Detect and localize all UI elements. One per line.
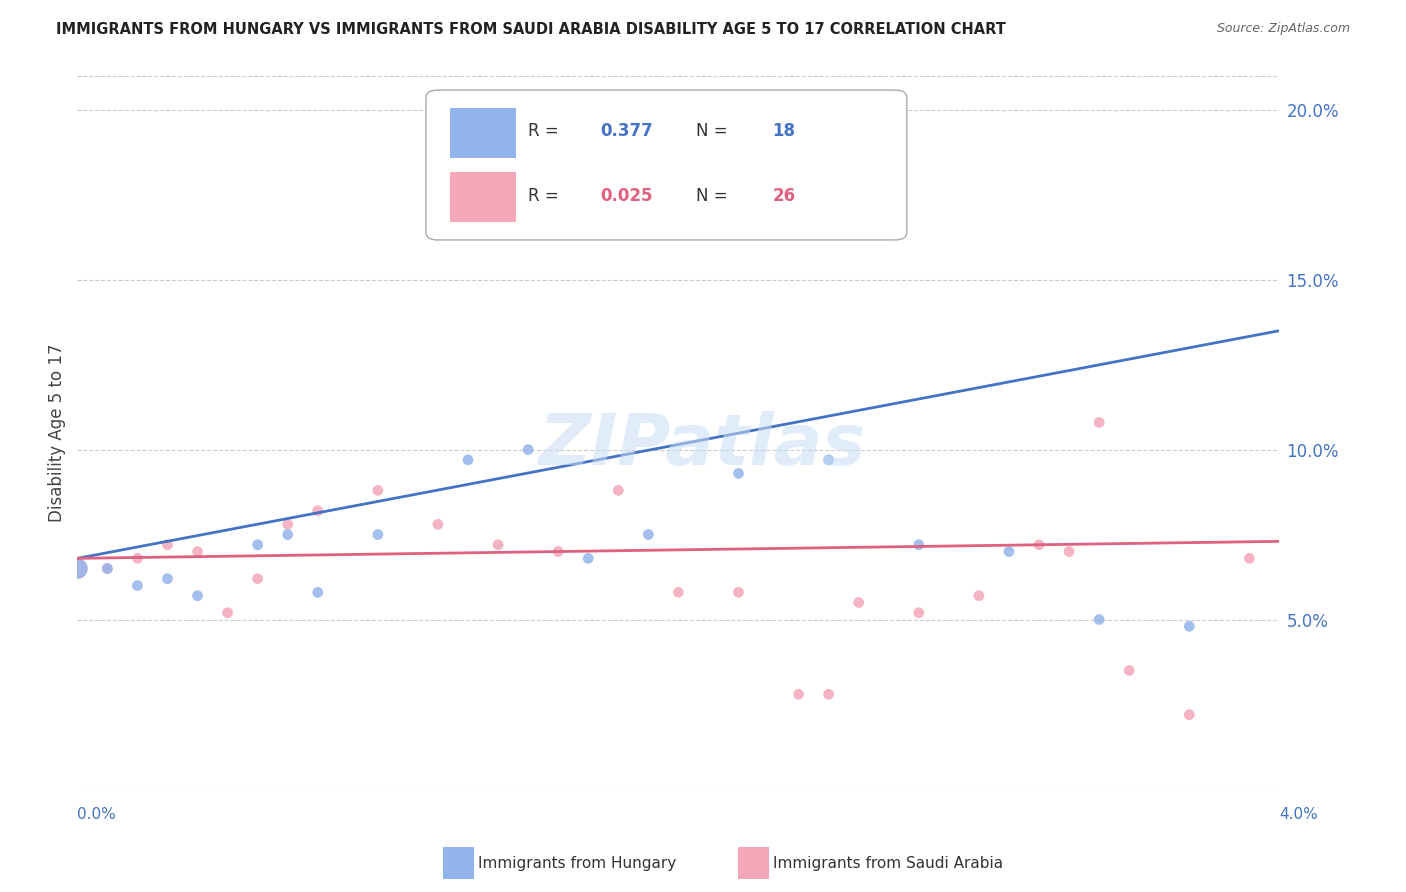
- Text: 0.0%: 0.0%: [77, 807, 117, 822]
- Point: [277, 517, 299, 532]
- Text: N =: N =: [696, 186, 734, 204]
- Point: [727, 585, 749, 599]
- Point: [1088, 613, 1111, 627]
- FancyBboxPatch shape: [426, 90, 907, 240]
- Point: [547, 544, 569, 558]
- Point: [156, 538, 179, 552]
- Point: [156, 572, 179, 586]
- Point: [427, 517, 450, 532]
- Point: [367, 483, 389, 498]
- Text: R =: R =: [529, 122, 564, 140]
- Text: 0.025: 0.025: [600, 186, 652, 204]
- Point: [486, 538, 509, 552]
- Point: [127, 551, 149, 566]
- Point: [246, 538, 269, 552]
- Point: [96, 561, 118, 575]
- Point: [637, 527, 659, 541]
- Text: Immigrants from Saudi Arabia: Immigrants from Saudi Arabia: [773, 856, 1004, 871]
- Point: [576, 551, 599, 566]
- Point: [307, 504, 329, 518]
- Point: [66, 561, 89, 575]
- FancyBboxPatch shape: [450, 172, 516, 222]
- Point: [1057, 544, 1080, 558]
- FancyBboxPatch shape: [450, 108, 516, 158]
- Point: [668, 585, 690, 599]
- Point: [727, 467, 749, 481]
- Text: R =: R =: [529, 186, 564, 204]
- Text: N =: N =: [696, 122, 734, 140]
- Point: [1088, 416, 1111, 430]
- Point: [367, 527, 389, 541]
- Point: [908, 538, 931, 552]
- Point: [1178, 707, 1201, 722]
- Text: 18: 18: [772, 122, 796, 140]
- Text: 0.377: 0.377: [600, 122, 652, 140]
- Point: [127, 578, 149, 592]
- Point: [817, 687, 839, 701]
- Text: ZIPatlas: ZIPatlas: [540, 411, 866, 481]
- Point: [787, 687, 810, 701]
- Text: 26: 26: [772, 186, 796, 204]
- Text: IMMIGRANTS FROM HUNGARY VS IMMIGRANTS FROM SAUDI ARABIA DISABILITY AGE 5 TO 17 C: IMMIGRANTS FROM HUNGARY VS IMMIGRANTS FR…: [56, 22, 1007, 37]
- Point: [848, 595, 870, 609]
- Point: [1178, 619, 1201, 633]
- Text: Immigrants from Hungary: Immigrants from Hungary: [478, 856, 676, 871]
- Text: 4.0%: 4.0%: [1279, 807, 1319, 822]
- Point: [1239, 551, 1261, 566]
- Point: [1028, 538, 1050, 552]
- Point: [967, 589, 990, 603]
- Point: [607, 483, 630, 498]
- Point: [66, 561, 89, 575]
- Point: [817, 452, 839, 467]
- Point: [96, 561, 118, 575]
- Point: [246, 572, 269, 586]
- Point: [187, 544, 209, 558]
- Point: [998, 544, 1021, 558]
- Text: Source: ZipAtlas.com: Source: ZipAtlas.com: [1216, 22, 1350, 36]
- Point: [1118, 664, 1140, 678]
- Point: [307, 585, 329, 599]
- Point: [908, 606, 931, 620]
- Point: [277, 527, 299, 541]
- Point: [217, 606, 239, 620]
- Point: [517, 442, 540, 457]
- Point: [457, 452, 479, 467]
- Y-axis label: Disability Age 5 to 17: Disability Age 5 to 17: [48, 343, 66, 522]
- Point: [187, 589, 209, 603]
